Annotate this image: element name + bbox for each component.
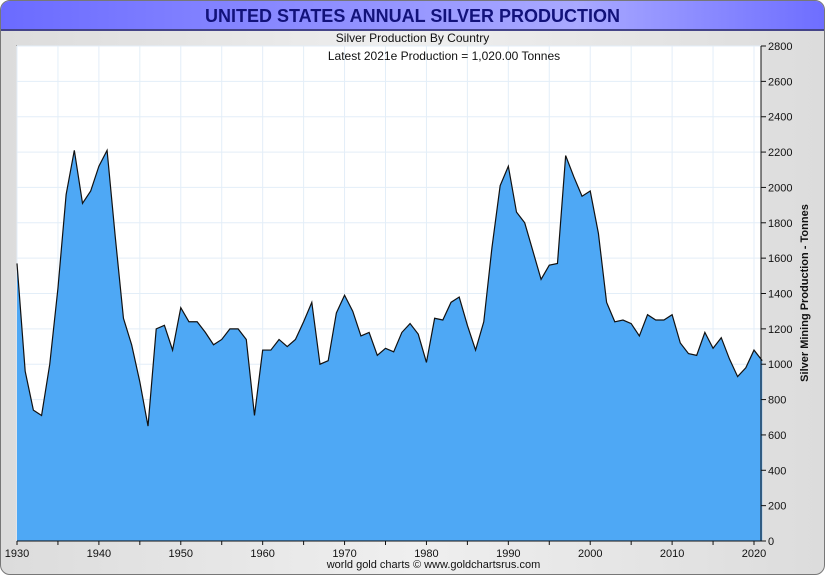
x-tick-label: 1960 bbox=[250, 548, 274, 560]
x-tick-label: 1990 bbox=[496, 548, 520, 560]
y-tick-label: 2200 bbox=[768, 147, 792, 159]
x-tick-label: 1940 bbox=[87, 548, 111, 560]
y-tick-label: 0 bbox=[768, 536, 774, 548]
y-tick-label: 400 bbox=[768, 465, 786, 477]
y-tick-label: 2400 bbox=[768, 112, 792, 124]
chart-subtitle: Silver Production By Country bbox=[335, 31, 490, 45]
area-fill bbox=[17, 150, 763, 541]
chart-title: UNITED STATES ANNUAL SILVER PRODUCTION bbox=[204, 6, 620, 26]
annotation: Latest 2021e Production = 1,020.00 Tonne… bbox=[328, 49, 560, 63]
y-tick-label: 2000 bbox=[768, 182, 792, 194]
x-tick-label: 1980 bbox=[414, 548, 438, 560]
x-tick-label: 1950 bbox=[169, 548, 193, 560]
y-axis-label: Silver Mining Production - Tonnes bbox=[799, 204, 811, 382]
series-line bbox=[16, 148, 763, 427]
y-tick-label: 600 bbox=[768, 430, 786, 442]
x-tick-label: 1970 bbox=[332, 548, 356, 560]
x-tick-label: 2020 bbox=[742, 548, 766, 560]
y-tick-label: 1000 bbox=[768, 359, 792, 371]
y-tick-label: 200 bbox=[768, 501, 786, 513]
x-tick-label: 2000 bbox=[578, 548, 602, 560]
footer-credit: world gold charts © www.goldchartsrus.co… bbox=[326, 559, 541, 571]
y-tick-label: 1200 bbox=[768, 324, 792, 336]
y-tick-label: 2800 bbox=[768, 41, 792, 53]
y-tick-label: 1400 bbox=[768, 289, 792, 301]
y-tick-label: 1600 bbox=[768, 253, 792, 265]
x-tick-label: 2010 bbox=[660, 548, 684, 560]
x-tick-label: 1930 bbox=[5, 548, 29, 560]
y-tick-label: 800 bbox=[768, 395, 786, 407]
y-tick-label: 2600 bbox=[768, 76, 792, 88]
y-tick-label: 1800 bbox=[768, 218, 792, 230]
title-bar: UNITED STATES ANNUAL SILVER PRODUCTION bbox=[1, 1, 824, 31]
